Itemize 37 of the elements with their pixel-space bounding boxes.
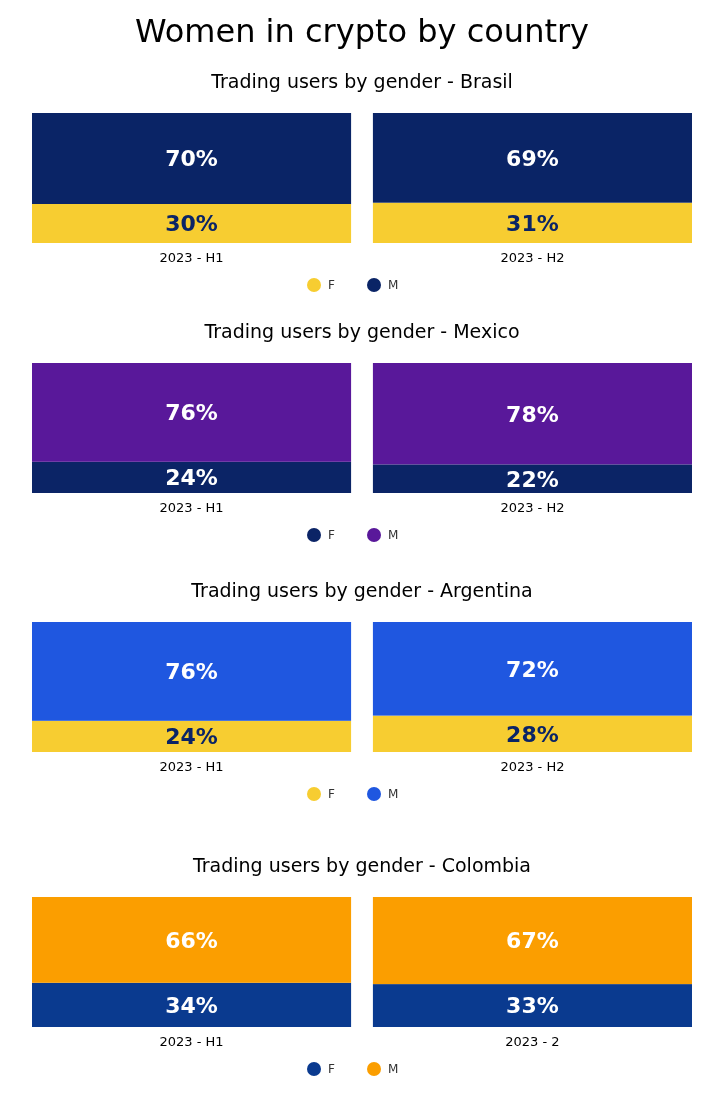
legend-label: M	[388, 1062, 399, 1077]
data-label: 78%	[506, 401, 559, 427]
x-tick-label: 2023 - H2	[500, 250, 565, 265]
x-tick-label: 2023 - H1	[159, 500, 224, 515]
data-label: 30%	[165, 211, 218, 237]
x-tick-label: 2023 - H2	[500, 759, 565, 774]
data-label: 76%	[165, 659, 218, 685]
chart-title: Trading users by gender - Mexico	[203, 320, 520, 342]
data-label: 28%	[506, 721, 559, 747]
legend-label: F	[328, 278, 335, 293]
chart-subtitle: Trading users by gender - Brasil	[210, 70, 513, 92]
data-label: 33%	[506, 993, 559, 1019]
data-label: 69%	[506, 145, 559, 171]
data-label: 72%	[506, 656, 559, 682]
data-label: 67%	[506, 928, 559, 954]
data-label: 70%	[165, 146, 218, 172]
chart-title: Trading users by gender - Colombia	[191, 854, 532, 876]
data-label: 31%	[506, 210, 559, 236]
legend-label: F	[328, 528, 335, 543]
legend-label: F	[328, 787, 335, 802]
legend-label: M	[388, 528, 399, 543]
x-tick-label: 2023 - H1	[159, 1034, 224, 1049]
x-tick-label: 2023 - H1	[159, 759, 224, 774]
data-label: 34%	[165, 992, 218, 1018]
data-label: 76%	[165, 400, 218, 426]
x-tick-label: 2023 - H2	[500, 500, 565, 515]
legend-label: F	[328, 1062, 335, 1077]
chart-title: Trading users by gender - Argentina	[190, 579, 533, 601]
data-label: 24%	[165, 724, 218, 750]
data-label: 24%	[165, 465, 218, 491]
chart-title: Women in crypto by country	[134, 12, 590, 50]
x-tick-label: 2023 - H1	[159, 250, 224, 265]
data-label: 22%	[506, 466, 559, 492]
legend-label: M	[388, 278, 399, 293]
legend-label: M	[388, 787, 399, 802]
data-label: 66%	[165, 927, 218, 953]
x-tick-label: 2023 - 2	[505, 1034, 560, 1049]
